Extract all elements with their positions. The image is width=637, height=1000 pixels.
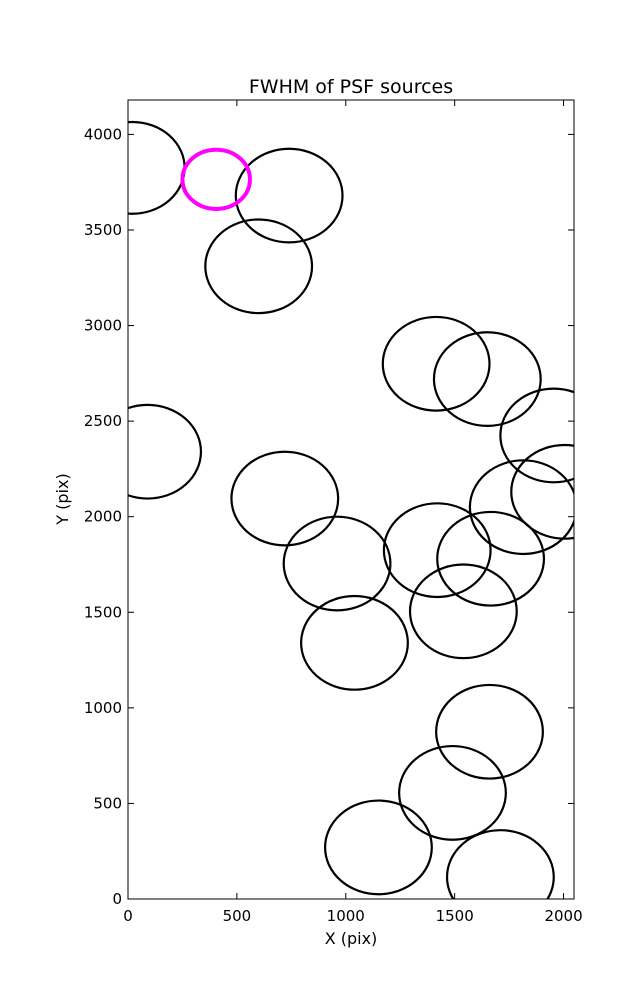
source-circle (510, 443, 574, 540)
source-circle (204, 218, 314, 315)
y-tick-label: 2000 (84, 508, 122, 526)
source-circle (381, 315, 491, 412)
x-tick-label: 1000 (327, 907, 365, 925)
source-circle (398, 744, 507, 841)
x-tick-label: 1500 (436, 907, 474, 925)
source-circle (408, 563, 518, 660)
y-tick-label: 0 (112, 890, 122, 908)
source-circle (300, 594, 409, 691)
source-circle (445, 829, 555, 899)
x-axis-label: X (pix) (325, 929, 378, 948)
y-tick-label: 1500 (84, 603, 122, 621)
source-circle (499, 387, 574, 484)
y-axis: 0 500 1000 1500 2000 2500 3000 3500 4000 (84, 125, 574, 908)
x-tick-label: 2000 (544, 907, 582, 925)
source-circle (468, 459, 574, 556)
plot-frame (127, 99, 575, 900)
y-tick-label: 3500 (84, 221, 122, 239)
x-tick-label: 0 (123, 907, 133, 925)
y-tick-label: 3000 (84, 317, 122, 335)
source-circle (282, 515, 392, 612)
source-circle (436, 510, 546, 607)
source-circle (230, 450, 340, 547)
chart-marks (128, 120, 574, 899)
source-circle (432, 331, 542, 428)
y-tick-label: 2500 (84, 412, 122, 430)
source-circle (435, 683, 544, 780)
x-tick-label: 500 (223, 907, 252, 925)
y-tick-label: 500 (93, 794, 122, 812)
y-axis-label: Y (pix) (53, 473, 72, 525)
source-circle (234, 147, 344, 244)
source-circle (323, 799, 433, 896)
y-tick-label: 4000 (84, 125, 122, 143)
y-tick-label: 1000 (84, 699, 122, 717)
chart-title: FWHM of PSF sources (249, 76, 453, 98)
source-circle (128, 403, 203, 500)
source-circle (382, 502, 492, 599)
x-axis: 0 500 1000 1500 2000 (123, 100, 583, 925)
highlighted-source-circle (180, 147, 252, 211)
